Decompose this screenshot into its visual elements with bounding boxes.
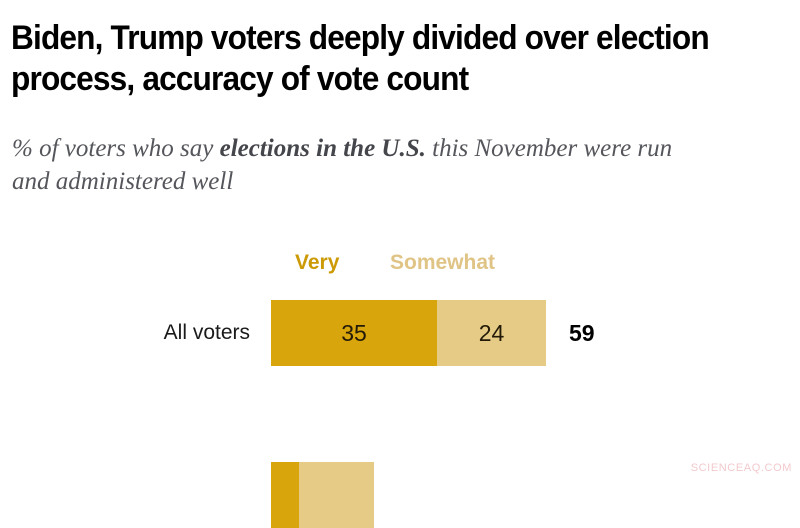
legend-item-very: Very — [295, 251, 340, 274]
subtitle-part-1: % of voters who say — [12, 135, 220, 162]
bar-total-all-voters: 59 — [569, 320, 595, 346]
bar-segment-somewhat-all-voters: 24 — [437, 300, 546, 366]
bar-value-somewhat-all-voters: 24 — [478, 319, 505, 346]
subtitle-emphasis: elections in the U.S. — [219, 135, 426, 162]
bar-value-very-all-voters: 35 — [341, 319, 367, 346]
page-title: Biden, Trump voters deeply divided over … — [11, 19, 717, 98]
legend-item-somewhat: Somewhat — [390, 251, 496, 274]
row-label-all-voters: All voters — [163, 321, 250, 344]
bar-segment-very-all-voters: 35 — [271, 300, 437, 366]
chart-subtitle: % of voters who say elections in the U.S… — [12, 132, 712, 198]
bar-segment-very-row-2 — [271, 462, 299, 528]
stacked-bar-chart: Very Somewhat All voters 35 24 59 — [163, 251, 595, 528]
watermark: SCIENCEAQ.COM — [690, 462, 792, 474]
subtitle-part-2: this November were run and administered … — [12, 135, 673, 195]
bar-segment-somewhat-row-2 — [299, 462, 374, 528]
